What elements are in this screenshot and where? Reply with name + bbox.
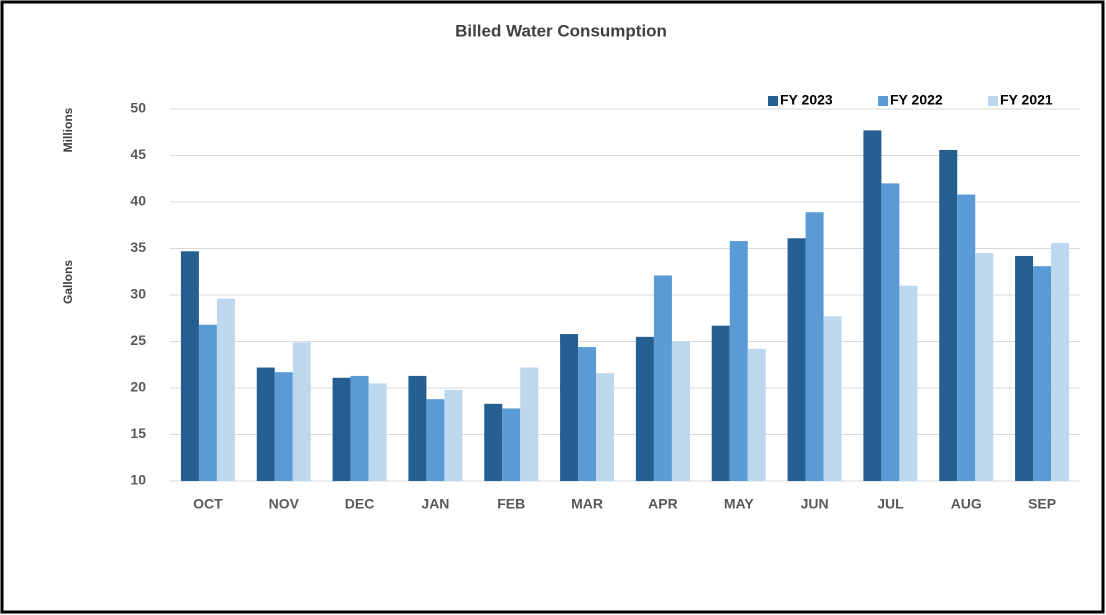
y-tick-label: 10 — [130, 472, 146, 488]
bar — [368, 383, 387, 481]
x-tick-label: NOV — [269, 496, 300, 512]
legend-swatch — [768, 96, 778, 106]
bar — [939, 149, 958, 482]
bar — [274, 372, 293, 481]
bar — [292, 342, 311, 481]
bar — [957, 194, 976, 481]
y-tick-label: 50 — [130, 100, 146, 116]
y-axis-title: Gallons — [61, 260, 75, 304]
y-axis-unit: Millions — [61, 107, 75, 152]
bar — [502, 408, 521, 481]
x-tick-label: FEB — [497, 496, 525, 512]
bar — [1051, 242, 1070, 481]
bar — [180, 251, 199, 481]
bar — [863, 130, 882, 481]
bar — [332, 377, 351, 481]
bar — [1033, 266, 1052, 481]
bar — [805, 212, 824, 482]
bar — [596, 373, 615, 481]
x-tick-label: APR — [648, 496, 678, 512]
bar — [408, 375, 427, 481]
bar — [1015, 255, 1034, 481]
bar — [198, 324, 217, 481]
x-tick-label: OCT — [193, 496, 223, 512]
x-tick-label: AUG — [951, 496, 982, 512]
y-tick-label: 45 — [130, 146, 146, 162]
legend-swatch — [988, 96, 998, 106]
bar — [444, 389, 463, 481]
bar — [787, 238, 806, 481]
y-tick-label: 15 — [130, 425, 146, 441]
x-tick-label: JAN — [421, 496, 449, 512]
legend-label: FY 2022 — [890, 92, 943, 108]
bar — [975, 253, 994, 481]
bar — [216, 298, 235, 481]
bar — [520, 367, 539, 481]
x-tick-label: DEC — [345, 496, 375, 512]
y-tick-label: 25 — [130, 332, 146, 348]
legend-swatch — [878, 96, 888, 106]
bar — [578, 347, 597, 481]
bar — [560, 334, 579, 481]
bar — [823, 316, 842, 481]
bar — [653, 275, 672, 481]
bar — [426, 399, 445, 481]
x-tick-label: JUN — [801, 496, 829, 512]
bar — [484, 403, 503, 481]
x-tick-label: MAY — [724, 496, 754, 512]
bar — [729, 241, 748, 481]
y-tick-label: 30 — [130, 286, 146, 302]
bar — [711, 325, 730, 481]
x-tick-label: SEP — [1028, 496, 1056, 512]
bar — [747, 348, 766, 481]
y-tick-label: 40 — [130, 193, 146, 209]
bar — [350, 375, 369, 481]
chart-title: Billed Water Consumption — [455, 21, 667, 40]
x-tick-label: MAR — [571, 496, 603, 512]
legend-label: FY 2023 — [780, 92, 833, 108]
bar — [256, 367, 275, 481]
bar — [881, 183, 900, 481]
bar — [899, 285, 918, 481]
bar — [635, 336, 654, 481]
y-tick-label: 35 — [130, 239, 146, 255]
y-tick-label: 20 — [130, 379, 146, 395]
x-tick-label: JUL — [877, 496, 904, 512]
bar — [671, 341, 690, 481]
legend-label: FY 2021 — [1000, 92, 1053, 108]
